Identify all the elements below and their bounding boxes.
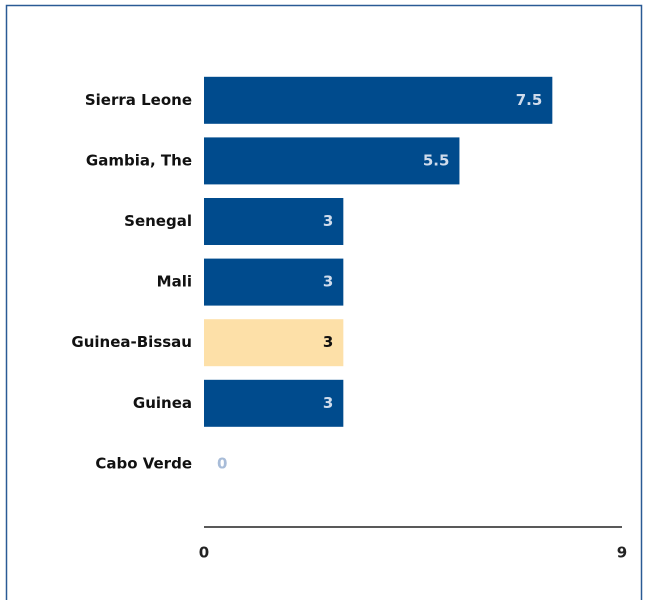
value-label: 7.5 <box>516 91 543 109</box>
bar <box>204 379 344 427</box>
frame <box>5 4 643 600</box>
bar <box>204 319 344 367</box>
y-tick-label: Senegal <box>124 212 192 230</box>
value-label: 3 <box>323 273 333 291</box>
y-tick-label: Mali <box>157 273 192 291</box>
y-tick-label: Guinea-Bissau <box>71 333 192 351</box>
bar <box>204 76 553 124</box>
bar <box>204 137 460 185</box>
value-label: 3 <box>323 394 333 412</box>
bar <box>204 198 344 245</box>
x-tick-label: 0 <box>199 544 209 562</box>
y-tick-label: Gambia, The <box>86 151 192 169</box>
value-label: 3 <box>323 212 333 230</box>
value-label: 5.5 <box>423 151 450 169</box>
value-label: 0 <box>217 454 227 472</box>
y-tick-label: Guinea <box>133 394 192 412</box>
x-tick-label: 9 <box>617 544 627 562</box>
bar <box>204 258 344 306</box>
y-tick-label: Cabo Verde <box>95 454 192 472</box>
y-tick-label: Sierra Leone <box>85 91 192 109</box>
value-label: 3 <box>323 333 333 351</box>
